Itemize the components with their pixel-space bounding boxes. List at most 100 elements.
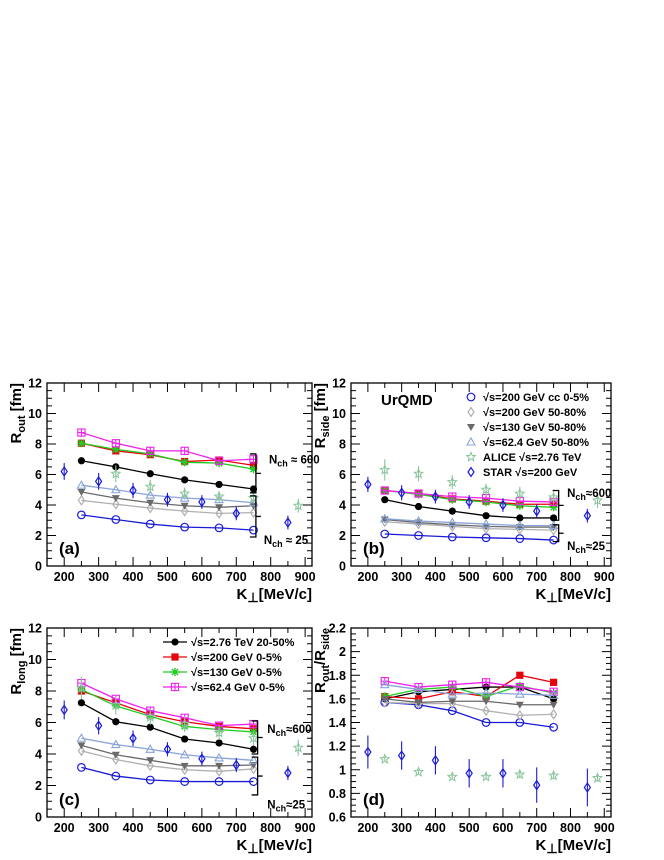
y-tick-label: 1.2 [329, 740, 346, 754]
data-point [76, 733, 87, 742]
data-point [547, 769, 560, 781]
legend-marker [467, 424, 475, 431]
data-point [414, 502, 423, 511]
y-tick-label: 12 [28, 377, 42, 391]
x-tick-label: 500 [459, 821, 480, 835]
data-point [112, 498, 120, 510]
data-point [514, 768, 526, 780]
data-point [249, 745, 258, 753]
legend-c: √s=2.76 TeV 20-50% √s=200 GeV 0-5% √s=130 … [163, 637, 295, 694]
data-point [146, 723, 154, 731]
x-tick-label: 600 [493, 821, 514, 835]
data-point [111, 771, 121, 781]
data-point [77, 494, 86, 506]
data-point [77, 510, 86, 520]
data-point [179, 749, 190, 759]
nch-annotation: Nch≈25 [567, 541, 606, 555]
data-point [465, 767, 473, 779]
data-point [413, 684, 424, 693]
data-point [431, 491, 440, 503]
data-point [448, 688, 456, 696]
y-tick-label: 8 [35, 685, 42, 699]
series-c624cc [380, 677, 558, 696]
data-point [465, 496, 473, 508]
data-point [481, 518, 492, 528]
data-point [549, 708, 558, 720]
data-point [232, 759, 241, 771]
data-point [431, 754, 440, 766]
x-tick-label: 900 [594, 570, 615, 584]
series-alice [379, 753, 604, 783]
series-alice [110, 465, 304, 513]
data-point [516, 514, 524, 522]
data-point [549, 503, 558, 512]
series-c276 [77, 457, 258, 493]
series-line [81, 702, 254, 750]
data-point [181, 476, 189, 484]
data-point [198, 496, 206, 508]
data-point [446, 770, 458, 782]
y-tick-label: 1.8 [329, 669, 346, 683]
x-tick-label: 900 [295, 821, 316, 835]
data-point [481, 678, 491, 687]
data-point [364, 746, 372, 758]
y-tick-label: 8 [339, 438, 346, 452]
x-tick-label: 200 [357, 570, 378, 584]
y-tick-label: 1 [339, 763, 346, 777]
x-tick-label: 800 [260, 570, 281, 584]
y-tick-label: 4 [35, 748, 42, 762]
data-point [380, 695, 389, 703]
y-tick-label: 0.8 [329, 787, 346, 801]
data-point [482, 698, 491, 706]
x-tick-label: 400 [425, 821, 446, 835]
group-bracket [552, 524, 564, 543]
data-point [284, 517, 292, 529]
data-point [379, 513, 390, 523]
data-point [77, 745, 86, 757]
y-tick-label: 4 [339, 499, 346, 513]
y-tick-label: 0 [339, 560, 346, 574]
series-star [60, 463, 292, 530]
data-point [94, 720, 103, 732]
data-point [482, 683, 490, 691]
data-point [448, 698, 457, 706]
data-point [77, 489, 86, 497]
data-point [111, 751, 120, 759]
y-tick-label: 4 [35, 499, 42, 513]
data-point [448, 507, 456, 515]
data-point [180, 446, 189, 456]
data-point [112, 718, 120, 726]
series-c130cc [77, 439, 258, 474]
x-axis-label: K⊥[MeV/c] [535, 586, 611, 605]
series-c130p [380, 695, 558, 709]
data-point [547, 491, 560, 503]
legend-marker [467, 466, 475, 478]
panel-tag: (d) [363, 790, 385, 809]
data-point [178, 487, 191, 499]
legend-marker [465, 451, 477, 462]
nch-annotation: Nch≈25 [267, 799, 306, 813]
data-point [198, 753, 206, 765]
series-line [384, 685, 554, 698]
series-line [384, 521, 554, 531]
data-point [448, 680, 457, 689]
panel-tag: (c) [59, 790, 80, 809]
data-point [215, 507, 223, 519]
x-tick-label: 300 [88, 821, 109, 835]
series-c200per [77, 762, 258, 786]
data-point [364, 478, 372, 490]
data-point [110, 467, 122, 479]
data-point [516, 709, 524, 721]
y-tick-label: 0 [35, 560, 42, 574]
panel-a: 0 2 4 6 8 10 12 200 300 400 500 600 700 800 900 K⊥[MeV/… [8, 377, 320, 606]
data-point [60, 704, 68, 716]
y-tick-label: 10 [28, 407, 42, 421]
data-point [381, 696, 389, 708]
data-point [248, 755, 259, 764]
data-point [583, 510, 592, 522]
data-point [480, 770, 492, 782]
data-point [583, 782, 592, 793]
data-point [215, 765, 223, 777]
data-point [111, 445, 120, 454]
